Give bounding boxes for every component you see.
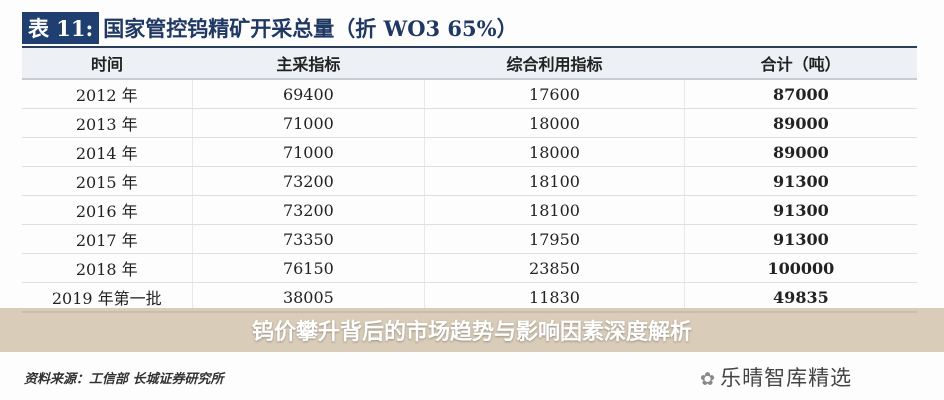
table-cell: 2013 年 xyxy=(22,108,193,138)
source-note: 资料来源：工信部 长城证券研究所 xyxy=(24,372,224,387)
table-row: 2015 年 73200 18100 91300 xyxy=(22,166,917,196)
table-cell: 18000 xyxy=(424,137,685,167)
table-cell: 71000 xyxy=(191,108,425,138)
table-row: 2014 年 71000 18000 89000 xyxy=(22,137,917,167)
table-cell: 18100 xyxy=(424,166,685,196)
column-header: 主采指标 xyxy=(192,48,425,80)
table-cell: 2016 年 xyxy=(22,195,193,225)
table-cell: 11830 xyxy=(424,282,685,313)
table-row: 2018 年 76150 23850 100000 xyxy=(22,253,917,283)
overlay-banner: 钨价攀升背后的市场趋势与影响因素深度解析 xyxy=(0,308,944,352)
column-header: 时间 xyxy=(22,48,193,80)
table-cell: 2018 年 xyxy=(22,253,193,283)
watermark: ✿ 乐晴智库精选 xyxy=(700,362,852,392)
column-header: 综合利用指标 xyxy=(424,48,685,80)
table-cell: 91300 xyxy=(683,195,917,225)
table-cell: 73200 xyxy=(191,166,425,196)
column-header: 合计（吨） xyxy=(684,48,917,80)
table-cell: 87000 xyxy=(683,79,917,109)
table-cell: 23850 xyxy=(424,253,685,283)
table-cell: 2017 年 xyxy=(22,224,193,254)
table-row: 2013 年 71000 18000 89000 xyxy=(22,108,917,138)
watermark-text: 乐晴智库精选 xyxy=(720,366,853,390)
table-cell: 89000 xyxy=(683,137,917,167)
table-row: 2012 年 69400 17600 87000 xyxy=(22,79,917,109)
table-cell: 91300 xyxy=(683,166,917,196)
table-cell: 69400 xyxy=(191,79,425,109)
table-cell: 71000 xyxy=(191,137,425,167)
divider xyxy=(22,46,917,48)
table-cell: 18100 xyxy=(424,195,685,225)
table-cell: 2014 年 xyxy=(22,137,193,167)
table-cell: 17600 xyxy=(424,79,685,109)
table-cell: 73200 xyxy=(191,195,425,225)
table-caption: 国家管控钨精矿开采总量（折 WO3 65%） xyxy=(103,16,518,41)
wechat-icon: ✿ xyxy=(700,369,717,390)
table-cell: 91300 xyxy=(683,224,917,254)
table-cell: 2019 年第一批 xyxy=(22,282,193,313)
table-title: 表 11: 国家管控钨精矿开采总量（折 WO3 65%） xyxy=(22,12,518,44)
table-cell: 73350 xyxy=(191,224,425,254)
table-number: 表 11: xyxy=(22,12,100,44)
table-cell: 2015 年 xyxy=(22,166,193,196)
table-cell: 18000 xyxy=(424,108,685,138)
table-cell: 17950 xyxy=(424,224,685,254)
table-cell: 100000 xyxy=(683,253,917,283)
table-cell: 2012 年 xyxy=(22,79,193,109)
table-row: 2017 年 73350 17950 91300 xyxy=(22,224,917,254)
table-row: 2016 年 73200 18100 91300 xyxy=(22,195,917,225)
data-table: 时间 主采指标 综合利用指标 合计（吨） 2012 年 69400 17600 87000 2… xyxy=(22,48,917,313)
table-cell: 89000 xyxy=(683,108,917,138)
table-cell: 76150 xyxy=(191,253,425,283)
